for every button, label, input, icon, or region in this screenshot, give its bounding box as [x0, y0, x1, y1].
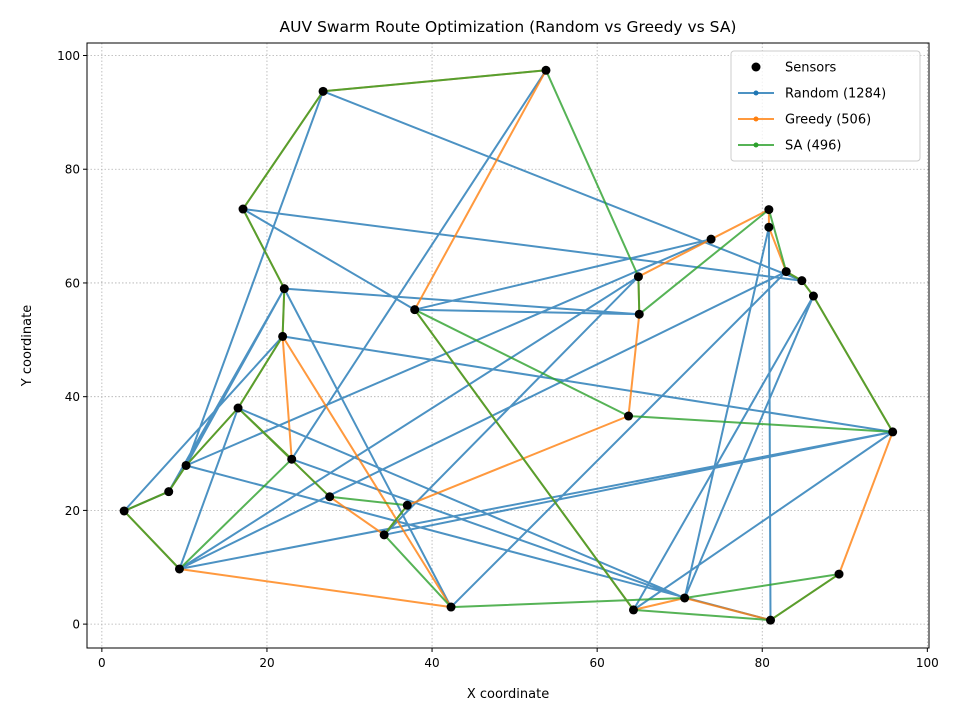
- legend-marker-0: [753, 90, 759, 96]
- sensor-points: [119, 65, 898, 625]
- x-tick-label: 20: [259, 656, 274, 670]
- sensor-point: [624, 411, 634, 421]
- sensor-point: [446, 602, 456, 612]
- sensor-point: [680, 593, 690, 603]
- y-tick-label: 0: [72, 618, 80, 632]
- sensor-point: [278, 331, 288, 341]
- legend-box: [730, 50, 921, 162]
- legend-label-2: SA (496): [785, 139, 841, 154]
- x-tick-label: 0: [98, 656, 106, 670]
- sensor-point: [888, 427, 898, 437]
- sensor-point: [410, 305, 420, 315]
- y-tick-label: 20: [65, 504, 80, 518]
- x-tick-label: 40: [424, 656, 439, 670]
- legend-marker-sensors: [751, 62, 761, 72]
- sensor-point: [541, 65, 551, 75]
- sensor-point: [119, 506, 129, 516]
- y-axis-label: Y coordinate: [20, 305, 35, 387]
- y-tick-label: 80: [65, 163, 80, 177]
- y-tick-label: 40: [65, 390, 80, 404]
- sensor-point: [238, 204, 248, 214]
- plot-frame: [86, 42, 930, 649]
- sensor-point: [628, 605, 638, 615]
- sensor-point: [325, 492, 335, 502]
- sensor-point: [164, 487, 174, 497]
- legend-label-0: Random (1284): [785, 87, 886, 102]
- x-tick-label: 100: [916, 656, 939, 670]
- legend-label-1: Greedy (506): [785, 113, 871, 128]
- sensor-point: [279, 284, 289, 294]
- x-tick-label: 60: [590, 656, 605, 670]
- x-axis-label: X coordinate: [467, 687, 549, 702]
- legend-label-sensors: Sensors: [785, 61, 837, 76]
- sensor-point: [379, 530, 389, 540]
- sensor-point: [764, 222, 774, 232]
- y-tick-label: 60: [65, 276, 80, 290]
- sensor-point: [633, 272, 643, 282]
- sensor-point: [318, 86, 328, 96]
- sensor-point: [181, 460, 191, 470]
- sensor-point: [287, 454, 297, 464]
- chart-title: AUV Swarm Route Optimization (Random vs …: [280, 18, 737, 36]
- x-tick-label: 80: [755, 656, 770, 670]
- sensor-point: [766, 615, 776, 625]
- sensor-point: [706, 234, 716, 244]
- y-tick-label: 100: [57, 49, 80, 63]
- sensor-point: [834, 569, 844, 579]
- sensor-point: [797, 276, 807, 286]
- axis-ticks: 0 20 40 60 80 100 0 20 40 60 80 100: [57, 49, 939, 670]
- sensor-point: [808, 291, 818, 301]
- sensor-point: [402, 500, 412, 510]
- legend: Sensors Random (1284) Greedy (506) SA (496): [730, 50, 921, 162]
- sensor-point: [634, 309, 644, 319]
- legend-marker-1: [753, 116, 759, 122]
- sensor-point: [764, 205, 774, 215]
- sensor-point: [174, 564, 184, 574]
- sensor-point: [233, 403, 243, 413]
- legend-marker-2: [753, 142, 759, 148]
- sensor-point: [781, 267, 791, 277]
